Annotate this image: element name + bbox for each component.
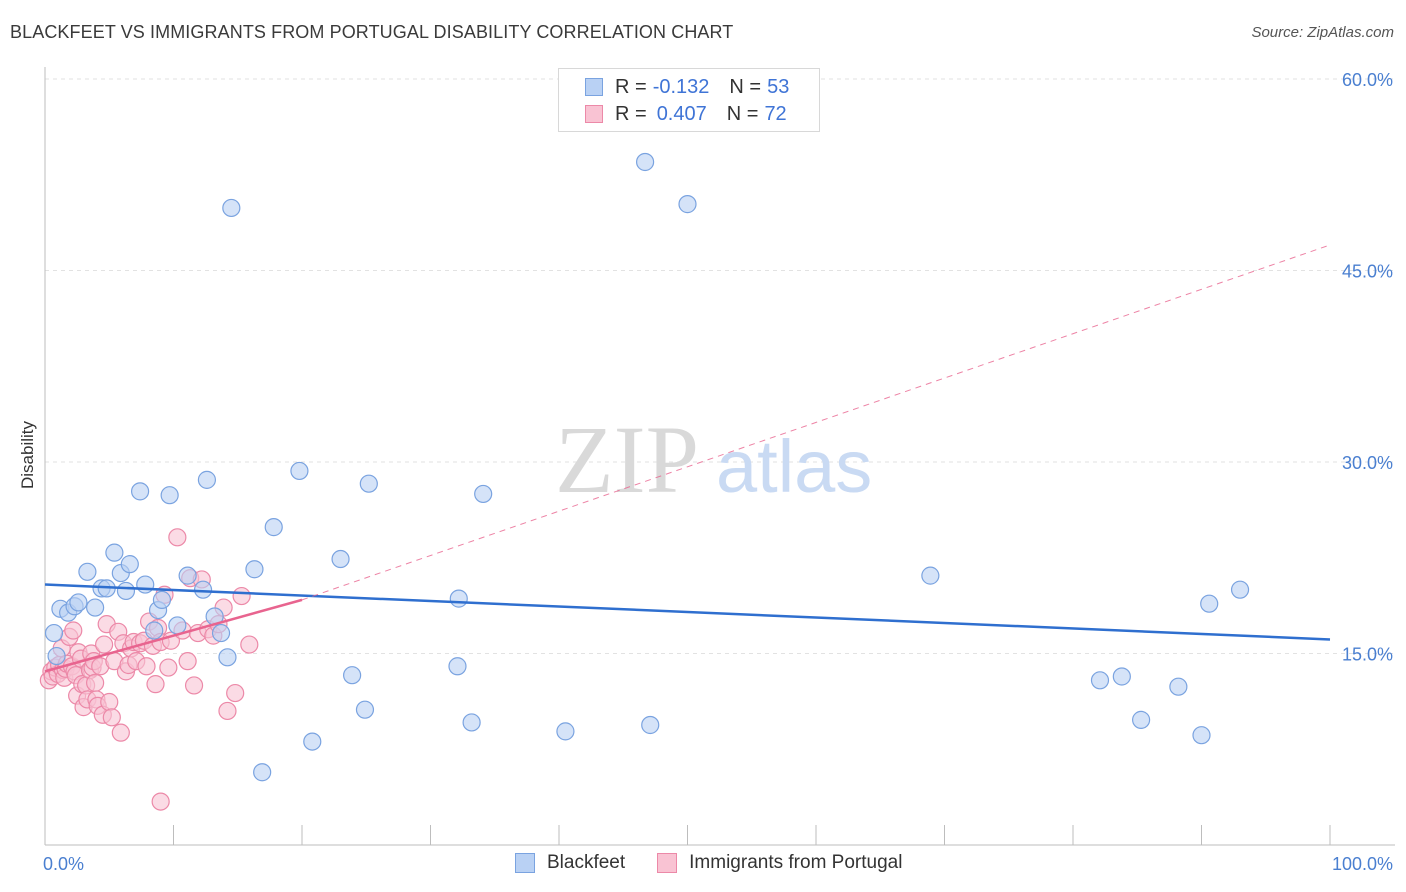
blackfeet-point (678, 195, 697, 214)
watermark-atlas: atlas (716, 425, 872, 508)
blackfeet-point (921, 566, 940, 585)
blackfeet-point (86, 598, 105, 617)
blackfeet-point (178, 566, 197, 585)
portugal-point (159, 658, 178, 677)
blackfeet-point (160, 486, 179, 505)
blackfeet-point (264, 518, 283, 537)
portugal-point (86, 673, 105, 692)
blackfeet-point (355, 700, 375, 719)
portugal-point (111, 723, 130, 742)
blackfeet-point (47, 646, 66, 666)
blackfeet-point (168, 616, 187, 635)
blackfeet-point (253, 763, 272, 782)
bottom-legend-label-blackfeet: Blackfeet (547, 852, 626, 873)
legend-row-portugal: R = 0.407 N = 72 (585, 101, 787, 127)
bottom-legend-swatch-blackfeet (515, 853, 535, 873)
x-tick-label: 100.0% (1332, 854, 1393, 874)
blackfeet-point (44, 623, 64, 643)
legend-n-value: 72 (764, 102, 787, 125)
portugal-point (151, 792, 170, 811)
blackfeet-point (1192, 726, 1211, 745)
blackfeet-point (218, 648, 237, 667)
tick-labels: 15.0% 30.0% 45.0% 60.0% 0.0% 100.0% (43, 70, 1393, 874)
blackfeet-point (1132, 710, 1151, 729)
blackfeet-point (1230, 580, 1250, 599)
legend-swatch-blackfeet (585, 78, 603, 96)
trendline-portugal-extended (301, 244, 1331, 601)
blackfeet-point (1090, 671, 1110, 690)
blackfeet-point (197, 470, 217, 489)
trendlines (44, 244, 1331, 673)
portugal-point (240, 635, 259, 654)
blackfeet-point (152, 590, 172, 609)
trendline-portugal (44, 598, 303, 673)
blackfeet-point (105, 543, 124, 562)
blackfeet-point (211, 623, 231, 643)
trendline-blackfeet (44, 583, 1331, 641)
blackfeet-point (448, 657, 467, 676)
source-label: Source: ZipAtlas.com (1251, 24, 1394, 41)
blackfeet-point (222, 198, 241, 218)
blackfeet-point (130, 482, 150, 501)
blackfeet-point (303, 732, 322, 751)
bottom-legend: Blackfeet Immigrants from Portugal (515, 852, 902, 874)
legend-swatch-portugal (585, 105, 603, 123)
series-portugal-points (39, 528, 259, 811)
y-tick-label: 60.0% (1342, 70, 1393, 90)
blackfeet-point (635, 152, 655, 172)
portugal-point (178, 652, 197, 671)
portugal-point (218, 701, 237, 721)
legend-r-label: R = (615, 102, 647, 125)
blackfeet-point (193, 580, 213, 599)
watermark-zip: ZIP (555, 406, 699, 513)
portugal-point (146, 675, 165, 694)
blackfeet-point (462, 713, 481, 732)
blackfeet-point (1112, 667, 1131, 686)
legend-r-value: 0.407 (656, 102, 707, 125)
legend-r-value: -0.132 (652, 75, 710, 98)
legend-n-label: N = (729, 75, 762, 98)
legend: R = -0.132 N = 53 R = 0.407 N = 72 (558, 68, 820, 132)
portugal-point (184, 676, 204, 695)
watermark: ZIP atlas (555, 406, 872, 513)
blackfeet-point (359, 474, 378, 493)
portugal-point (226, 683, 245, 703)
legend-r-label: R = (615, 75, 647, 98)
blackfeet-point (641, 715, 660, 735)
blackfeet-point (245, 560, 264, 579)
portugal-point (64, 621, 83, 640)
blackfeet-point (1200, 594, 1219, 613)
blackfeet-point (116, 581, 136, 601)
blackfeet-point (331, 549, 350, 569)
blackfeet-point (290, 461, 309, 481)
y-tick-label: 15.0% (1342, 645, 1393, 665)
portugal-point (95, 635, 114, 654)
axes (44, 67, 1395, 846)
blackfeet-point (556, 722, 575, 741)
legend-n-value: 53 (767, 75, 790, 98)
blackfeet-point (145, 621, 164, 640)
x-tick-label: 0.0% (43, 854, 84, 874)
chart-title: BLACKFEET VS IMMIGRANTS FROM PORTUGAL DI… (10, 22, 734, 42)
blackfeet-point (78, 562, 97, 581)
blackfeet-point (136, 575, 155, 594)
portugal-point (137, 657, 156, 676)
blackfeet-point (69, 593, 88, 612)
portugal-point (168, 528, 187, 547)
portugal-point (102, 708, 121, 727)
portugal-point (232, 586, 251, 606)
blackfeet-point (474, 484, 493, 504)
blackfeet-point (120, 555, 139, 574)
legend-row-blackfeet: R = -0.132 N = 53 (585, 74, 789, 100)
legend-n-label: N = (726, 102, 759, 125)
y-tick-label: 45.0% (1342, 262, 1393, 282)
blackfeet-point (1169, 677, 1188, 696)
y-tick-label: 30.0% (1342, 453, 1393, 473)
blackfeet-point (449, 589, 468, 608)
bottom-legend-label-portugal: Immigrants from Portugal (689, 852, 903, 873)
bottom-legend-swatch-portugal (657, 853, 678, 873)
blackfeet-point (343, 666, 362, 685)
portugal-point (100, 692, 119, 712)
